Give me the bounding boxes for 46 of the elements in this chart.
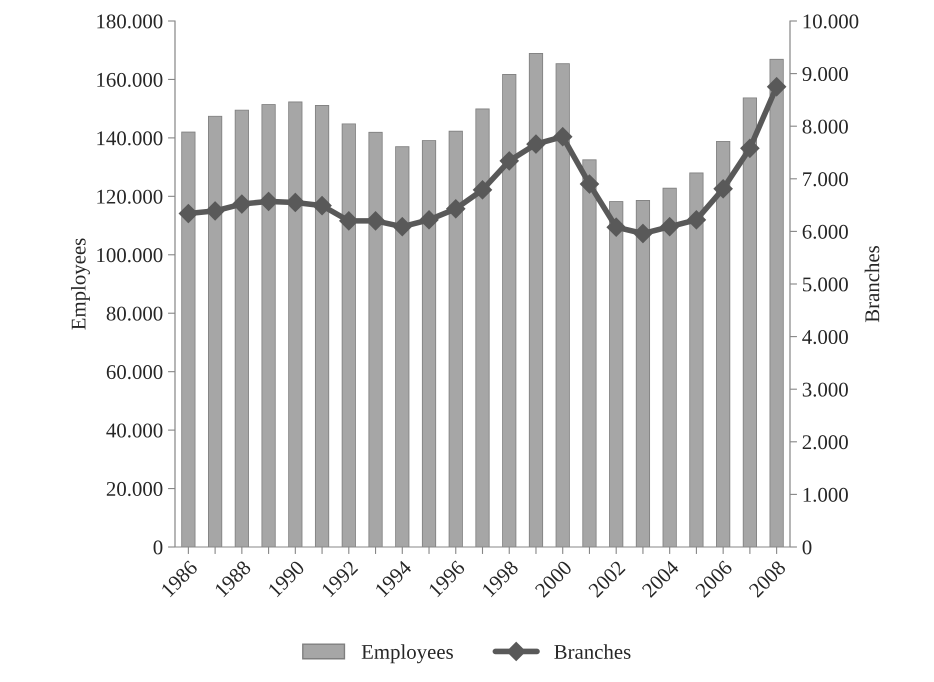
y2-tick-label: 6.000 [802,224,848,239]
y2-tick-label: 0 [802,540,812,554]
y-axis-title: Employees [70,238,90,330]
y2-axis-title: Branches [864,246,880,322]
point [686,210,706,230]
y-tick-label: 120.000 [97,190,162,204]
y-tick-label: 80.000 [106,306,162,321]
y-tick-label: 160.000 [97,72,162,87]
point [419,210,439,230]
y2-tick-label: 4.000 [802,330,848,344]
legend-label: Employees [362,644,453,664]
point [339,211,358,230]
y2-tick-label: 9.000 [802,66,848,82]
point [366,211,386,230]
y2-tick-label: 8.000 [802,120,848,134]
point [526,134,546,154]
point [392,217,412,236]
point [740,138,760,158]
point [580,174,599,194]
legend-label: Branches [554,644,630,659]
y-tick-label: 40.000 [106,423,162,438]
y2-tick-label: 2.000 [802,435,848,450]
point [633,224,652,244]
y-tick-label: 140.000 [97,131,162,146]
y-tick-label: 100.000 [97,248,162,262]
point [446,199,466,218]
y-tick-label: 60.000 [106,365,162,380]
point [714,179,733,198]
y2-tick-label: 1.000 [804,488,848,502]
y2-tick-label: 10.000 [804,14,858,29]
point [206,201,225,220]
y-tick-label: 180.000 [97,14,162,29]
y2-tick-label: 5.000 [803,277,848,292]
y-tick-label: 0 [154,540,162,554]
point [767,77,786,96]
point [553,127,572,146]
y2-tick-label: 7.000 [803,172,848,186]
y2-tick-label: 3.000 [802,382,848,397]
point [232,194,252,214]
point [500,151,519,170]
point [660,217,680,236]
point [178,204,198,224]
point [472,180,492,200]
point [312,196,332,216]
point [606,218,626,237]
y-tick-label: 20.000 [106,482,162,496]
